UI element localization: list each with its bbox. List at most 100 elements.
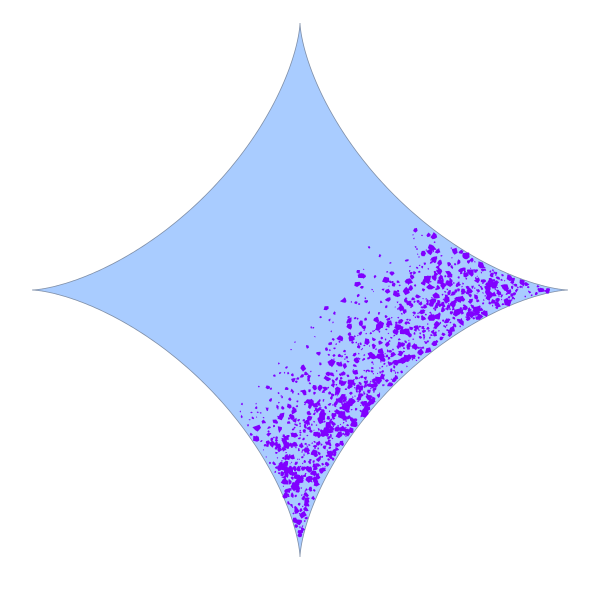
- speck: [426, 301, 429, 304]
- speck: [484, 267, 486, 269]
- speck: [240, 402, 243, 406]
- speck: [430, 232, 438, 240]
- speck: [322, 445, 327, 450]
- speck: [392, 348, 394, 351]
- speck: [433, 241, 436, 243]
- speck: [443, 296, 450, 304]
- speck: [303, 492, 309, 498]
- speck: [494, 288, 496, 291]
- speck: [367, 310, 370, 314]
- speck: [360, 414, 363, 418]
- speck: [516, 286, 519, 289]
- speck: [392, 359, 400, 366]
- speck: [443, 291, 447, 293]
- speck: [250, 411, 253, 414]
- speck: [372, 363, 374, 365]
- speck: [425, 298, 428, 300]
- speck: [331, 338, 335, 341]
- speck: [309, 459, 312, 462]
- speck: [408, 283, 409, 286]
- speck: [392, 282, 396, 286]
- speck: [443, 324, 446, 327]
- speck: [297, 474, 304, 481]
- speck: [294, 341, 296, 343]
- speck: [318, 455, 322, 459]
- speck: [371, 288, 373, 291]
- speck: [373, 383, 375, 385]
- speck: [461, 285, 463, 288]
- speck: [492, 279, 496, 282]
- speck: [423, 262, 426, 266]
- speck: [418, 264, 421, 267]
- speck: [452, 323, 457, 328]
- speck: [299, 434, 302, 436]
- speck: [412, 338, 415, 340]
- speck: [295, 404, 299, 408]
- speck: [429, 302, 432, 305]
- speck: [427, 323, 429, 325]
- speck: [292, 512, 295, 515]
- speck: [521, 285, 523, 289]
- speck: [265, 407, 269, 412]
- speck: [462, 255, 467, 260]
- speck: [439, 336, 444, 341]
- speck: [306, 398, 315, 407]
- speck: [327, 403, 332, 406]
- speck: [327, 435, 331, 440]
- speck: [451, 257, 453, 259]
- speck: [359, 286, 364, 289]
- speck: [409, 274, 415, 280]
- speck: [507, 296, 511, 299]
- speck: [396, 280, 400, 283]
- speck: [341, 415, 349, 421]
- speck: [273, 424, 276, 428]
- speck: [364, 300, 369, 304]
- speck: [315, 400, 321, 406]
- speck: [480, 311, 484, 315]
- speck: [369, 345, 370, 347]
- speck: [332, 354, 336, 357]
- speck: [347, 361, 350, 363]
- speck: [325, 347, 329, 351]
- speck: [404, 259, 409, 262]
- speck: [411, 344, 419, 351]
- speck: [465, 273, 469, 276]
- speck: [297, 392, 300, 395]
- speck: [456, 318, 460, 322]
- speck: [511, 299, 513, 301]
- speck: [370, 370, 374, 373]
- speck: [375, 316, 379, 320]
- speck: [420, 250, 426, 257]
- speck: [511, 294, 514, 297]
- speck: [427, 267, 429, 270]
- speck: [452, 308, 461, 317]
- speck: [367, 356, 370, 360]
- speck: [361, 274, 366, 279]
- speck: [467, 315, 469, 317]
- speck: [408, 339, 410, 342]
- speck: [390, 336, 393, 339]
- speck: [417, 356, 420, 359]
- speck: [404, 328, 411, 336]
- speck: [354, 395, 356, 398]
- speck: [257, 385, 260, 388]
- speck: [408, 303, 414, 308]
- speck: [360, 375, 364, 379]
- speck: [495, 297, 500, 303]
- speck: [372, 330, 374, 333]
- speck: [415, 266, 419, 269]
- speck: [511, 282, 513, 284]
- speck: [310, 479, 312, 482]
- speck: [321, 462, 325, 466]
- speck: [352, 352, 357, 357]
- speck: [395, 371, 397, 373]
- speck: [327, 416, 330, 419]
- speck: [387, 382, 394, 387]
- speck: [458, 267, 464, 274]
- speck: [418, 295, 421, 298]
- speck: [383, 378, 385, 381]
- speck: [239, 410, 241, 413]
- speck: [475, 276, 477, 280]
- speck: [269, 440, 275, 448]
- speck: [519, 285, 522, 289]
